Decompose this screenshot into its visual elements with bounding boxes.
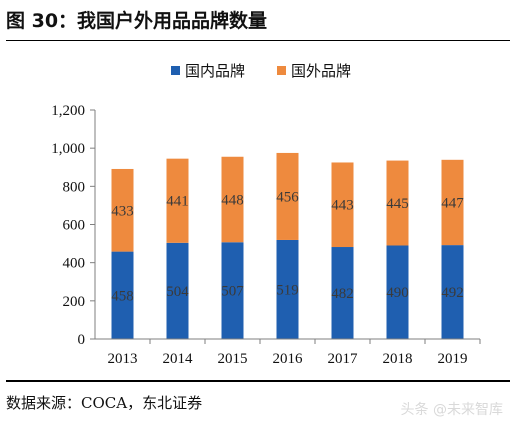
data-label: 519 <box>276 282 299 298</box>
data-label: 448 <box>221 193 244 209</box>
bar-segment <box>166 242 189 339</box>
bar-segment <box>276 152 299 240</box>
watermark: 头条 @未来智库 <box>400 402 503 418</box>
legend-swatch <box>171 66 180 75</box>
bar-segment <box>111 168 134 252</box>
x-tick-label: 2016 <box>273 351 304 367</box>
data-label: 492 <box>441 285 464 301</box>
y-tick-label: 600 <box>63 218 86 234</box>
figure-title: 图 30：我国户外用品品牌数量 <box>6 10 268 32</box>
x-tick-label: 2018 <box>383 351 413 367</box>
data-label: 490 <box>386 285 409 301</box>
y-tick-label: 0 <box>78 332 86 348</box>
y-tick-label: 200 <box>63 294 86 310</box>
bar-segment <box>386 245 409 339</box>
y-tick-label: 1,000 <box>51 141 85 157</box>
footer-divider <box>6 380 510 382</box>
x-tick-label: 2013 <box>108 351 138 367</box>
legend-label: 国外品牌 <box>291 62 351 80</box>
legend-swatch <box>277 66 286 75</box>
bar-segment <box>111 251 134 339</box>
bar-segment <box>386 160 409 246</box>
chart-axes: 0 200 400 600 800 1,000 1,200 2013 2014 2015 2016 2… <box>51 103 481 367</box>
data-label-group: 458 433 504 441 507 448 519 456 482 443 490 445 492 4… <box>111 189 464 304</box>
bar-segment <box>221 242 244 339</box>
y-tick-label: 1,200 <box>51 103 85 119</box>
data-label: 482 <box>331 286 354 302</box>
bar-segment <box>441 245 464 339</box>
x-tick-label: 2019 <box>438 351 468 367</box>
chart-legend: 国内品牌 国外品牌 <box>171 62 351 80</box>
y-tick-label: 800 <box>63 179 86 195</box>
data-label: 456 <box>276 189 299 205</box>
data-label: 507 <box>221 284 244 300</box>
bar-segment <box>331 162 354 248</box>
title-divider <box>6 40 510 41</box>
bar-segment <box>276 239 299 339</box>
legend-label: 国内品牌 <box>185 62 245 80</box>
bar-segment <box>221 156 244 243</box>
data-label: 445 <box>386 196 409 212</box>
bar-segment <box>166 158 189 243</box>
bar-segment <box>331 247 354 339</box>
stacked-bar-chart: 国内品牌 国外品牌 4584335044415074485194564824434… <box>51 62 481 367</box>
data-label: 447 <box>441 195 464 211</box>
data-label: 443 <box>331 198 354 214</box>
data-label: 433 <box>111 203 134 219</box>
bar-group <box>111 152 464 339</box>
source-note: 数据来源：COCA，东北证券 <box>6 394 203 412</box>
data-label: 458 <box>111 288 134 304</box>
data-label: 441 <box>166 194 189 210</box>
data-label: 504 <box>166 284 189 300</box>
x-tick-label: 2014 <box>163 351 194 367</box>
x-tick-label: 2017 <box>328 351 359 367</box>
y-tick-label: 400 <box>63 256 86 272</box>
x-tick-label: 2015 <box>218 351 248 367</box>
bar-segment <box>441 159 464 246</box>
